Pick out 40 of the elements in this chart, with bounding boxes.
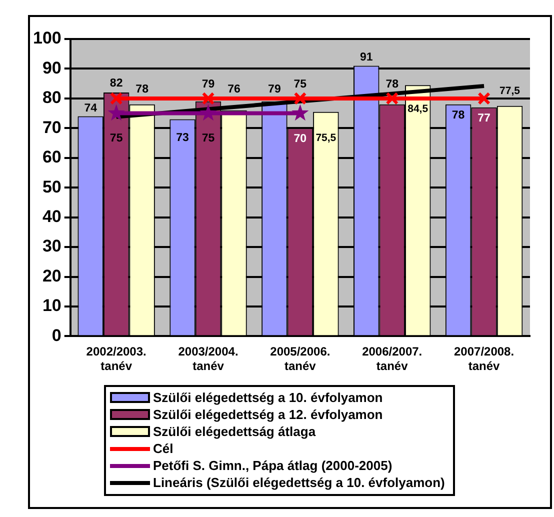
legend-label: Szülői elégedettség a 12. évfolyamon (153, 407, 383, 422)
x-tick-label: 2003/2004. tanév (178, 344, 238, 374)
x-tick-label: 2005/2006. tanév (270, 344, 330, 374)
data-label: 77 (478, 112, 490, 124)
data-label: 74 (84, 102, 98, 114)
y-tick-label: 30 (42, 236, 62, 256)
y-tick-label: 10 (42, 296, 62, 316)
data-label: 73 (176, 132, 189, 144)
y-tick-label: 50 (42, 177, 62, 196)
y-tick-label: 20 (42, 266, 62, 286)
data-label: 75 (202, 132, 216, 144)
x-tick-label: 2007/2008. tanév (454, 344, 514, 374)
x-tick-label: 2002/2003. tanév (86, 344, 146, 374)
data-label: 70 (294, 133, 307, 146)
data-label: 78 (136, 83, 150, 96)
legend-label: Cél (153, 441, 174, 456)
data-label: 76 (228, 83, 240, 96)
data-label: 78 (386, 78, 400, 90)
y-tick-label: 80 (42, 88, 62, 108)
legend-label: Lineáris (Szülői elégedettség a 10. évfolyamon) (153, 475, 445, 490)
data-label: 75 (110, 132, 124, 144)
y-tick-label: 0 (52, 326, 62, 345)
data-label: 91 (360, 52, 374, 64)
legend-label: Szülői elégedettság átlaga (153, 424, 316, 439)
data-label: 79 (268, 83, 281, 96)
legend-label: Petőfi S. Gimn., Pápa átlag (2000-2005) (153, 458, 392, 473)
data-label: 77,5 (500, 84, 520, 97)
y-tick-label: 70 (42, 118, 62, 137)
x-tick-label: 2006/2007. tanév (362, 344, 422, 374)
data-label: 75 (294, 78, 308, 90)
data-label: 79 (202, 78, 215, 90)
data-label: 78 (452, 109, 466, 122)
legend-label: Szülői elégedettség a 10. évfolyamon (153, 390, 383, 405)
data-label: 82 (110, 77, 123, 90)
y-tick-label: 60 (42, 148, 62, 167)
y-tick-label: 40 (42, 207, 62, 226)
y-tick-label: 100 (32, 28, 62, 48)
y-tick-label: 90 (42, 58, 62, 78)
data-label: 75,5 (316, 132, 336, 144)
data-label: 84,5 (408, 103, 428, 116)
